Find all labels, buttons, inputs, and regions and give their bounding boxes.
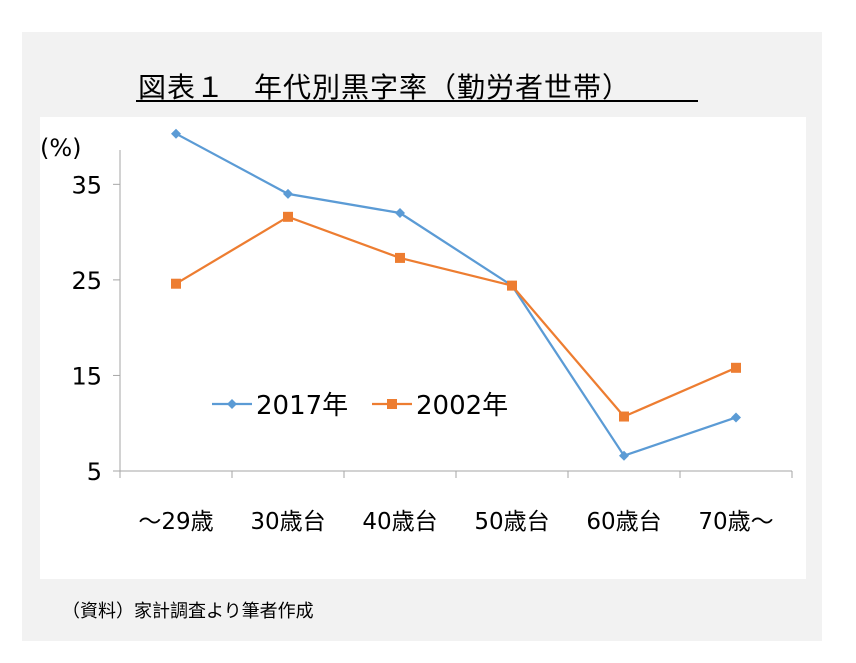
data-point-diamond [619,450,629,461]
title-underline [136,100,698,102]
y-tick-label: 25 [71,267,102,295]
data-point-square [387,399,397,409]
series-line [175,132,737,458]
y-tick-label: 5 [87,458,102,486]
legend: 2017年 2002年 [212,391,508,421]
data-point-square [731,362,741,373]
data-point-diamond [227,399,237,409]
x-tick-label: ～29歳 [138,509,213,535]
data-point-diamond [395,208,405,218]
data-point-diamond [283,188,293,199]
series-line [175,215,737,418]
data-point-square [283,211,293,222]
x-tick-label: 60歳台 [586,509,661,535]
data-point-square [619,411,629,422]
legend-item: 2002年 [372,391,508,421]
data-point-square [395,252,405,263]
data-point-diamond [731,412,741,423]
source-note: （資料）家計調査より筆者作成 [62,601,314,622]
tick-layer: 5 15 25 35 ～29歳 30歳台 40歳台 50歳台 60歳台 70歳～ [71,171,793,535]
series-layer [171,128,741,461]
y-tick-label: 15 [71,362,102,390]
data-point-diamond [171,128,181,139]
y-tick-label: 35 [71,171,102,199]
x-tick-label: 50歳台 [474,509,549,535]
x-tick-label: 70歳～ [698,509,773,535]
data-point-square [507,280,517,291]
page-title: 図表１ 年代別黒字率（勤労者世帯） [138,71,632,104]
legend-label: 2002年 [416,391,508,421]
x-tick-label: 40歳台 [362,509,437,535]
plot-panel [40,117,806,579]
legend-label: 2017年 [256,391,348,421]
data-point-square [171,278,181,289]
legend-item: 2017年 [212,391,348,421]
y-axis-unit-label: (%) [40,134,82,162]
series-square [171,211,741,422]
x-tick-label: 30歳台 [250,509,325,535]
